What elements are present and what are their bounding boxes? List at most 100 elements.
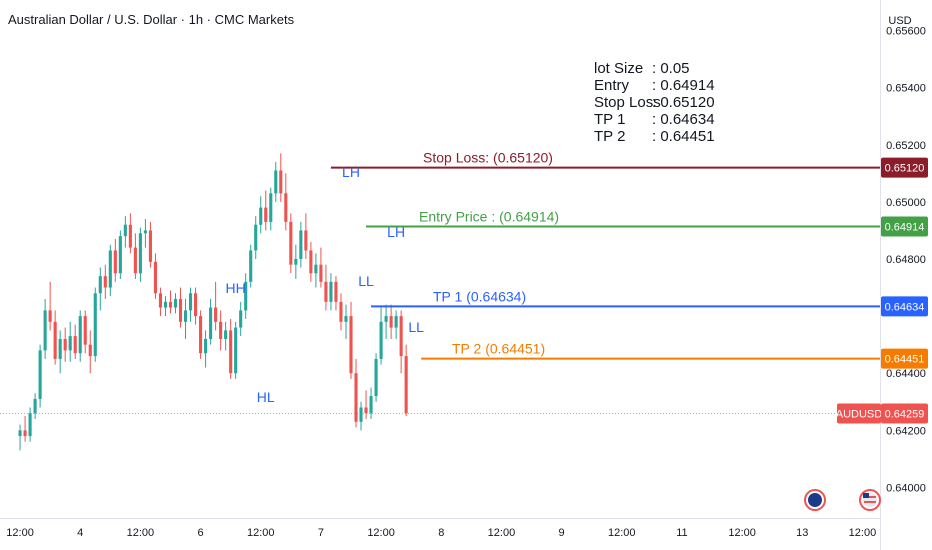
tp1-label: TP 1 (0.64634) <box>433 288 526 304</box>
candle <box>38 344 42 408</box>
swing-label: LH <box>342 164 360 180</box>
candle-body <box>133 247 137 274</box>
candle <box>88 330 92 374</box>
candle-body <box>344 316 348 322</box>
info-label: Entry <box>594 77 630 94</box>
candle-body <box>319 264 323 282</box>
candle <box>204 330 208 368</box>
candle <box>53 310 57 365</box>
candle <box>329 273 333 311</box>
candle-body <box>224 330 228 339</box>
australia-flag-icon <box>804 489 826 511</box>
candle-body <box>284 193 288 222</box>
candle-body <box>394 316 398 328</box>
swing-label: LL <box>408 319 424 335</box>
candle <box>344 304 348 339</box>
candle <box>369 387 373 419</box>
candle <box>234 321 238 379</box>
candle <box>58 330 62 374</box>
candle <box>43 298 47 359</box>
candle <box>394 310 398 339</box>
candle-body <box>23 430 27 437</box>
candle-body <box>309 250 313 274</box>
candle-body <box>43 310 47 351</box>
candle-body <box>374 358 378 397</box>
info-label: TP 2 <box>594 128 626 145</box>
candle <box>224 321 228 351</box>
candle-body <box>88 344 92 357</box>
tp2-price-text: 0.64451 <box>885 354 925 366</box>
candle-body <box>38 350 42 399</box>
candle <box>284 173 288 231</box>
x-tick-label: 11 <box>676 527 687 539</box>
x-tick-label: 12:00 <box>247 527 275 539</box>
info-row: TP 2: 0.64451 <box>594 128 715 145</box>
candle <box>194 287 198 325</box>
info-label: lot Size <box>594 60 644 77</box>
candle <box>183 298 188 339</box>
candle <box>143 219 147 248</box>
info-label: Stop Loss <box>594 94 661 111</box>
candle <box>274 161 278 202</box>
candle <box>138 227 142 282</box>
candle <box>118 230 122 279</box>
candle <box>354 358 358 428</box>
x-tick-label: 7 <box>318 527 324 539</box>
candle <box>364 390 368 419</box>
candle <box>78 310 82 362</box>
candle <box>264 190 268 231</box>
candle <box>339 293 343 331</box>
candle <box>374 353 378 402</box>
candle-body <box>404 356 408 414</box>
candle-body <box>219 321 223 339</box>
candle <box>113 239 117 282</box>
x-tick-label: 6 <box>198 527 204 539</box>
candle-body <box>173 298 178 308</box>
tp2-price-badge <box>881 348 928 369</box>
candle <box>103 264 107 299</box>
candle-body <box>369 396 373 414</box>
candle <box>239 301 243 337</box>
candle <box>18 424 22 451</box>
flag-canton <box>863 493 869 498</box>
candle <box>379 307 383 365</box>
tp1-price-badge <box>881 296 928 317</box>
candle <box>304 213 308 259</box>
y-tick-label: 0.64000 <box>886 482 926 494</box>
candle <box>173 293 178 314</box>
candle-body <box>289 221 293 265</box>
candle-body <box>188 293 193 311</box>
y-tick-label: 0.64200 <box>886 425 926 437</box>
candle-body <box>103 276 107 288</box>
candle-body <box>234 327 238 374</box>
info-value: : 0.05 <box>652 60 690 77</box>
candle-body <box>299 230 303 259</box>
last-price-text: 0.64259 <box>885 408 925 420</box>
candle-body <box>143 230 147 234</box>
candle <box>168 290 173 314</box>
y-tick-label: 0.64400 <box>886 368 926 380</box>
x-tick-label: 12:00 <box>849 527 877 539</box>
candle-body <box>349 316 353 374</box>
y-tick-label: 0.64800 <box>886 254 926 266</box>
tp1-price-text: 0.64634 <box>885 301 925 313</box>
candle-body <box>98 276 102 294</box>
candle-body <box>264 207 268 222</box>
candle <box>48 281 52 331</box>
candle <box>404 344 408 417</box>
y-tick-label: 0.65000 <box>886 197 926 209</box>
candle-body <box>269 193 273 222</box>
candle <box>259 196 263 234</box>
candle-body <box>93 293 97 357</box>
candle-body <box>108 250 112 288</box>
stop_loss-label: Stop Loss: (0.65120) <box>423 150 553 166</box>
candle <box>63 327 67 362</box>
candle <box>128 213 132 254</box>
tp2-label: TP 2 (0.64451) <box>452 341 545 357</box>
x-tick-label: 12:00 <box>608 527 636 539</box>
chart-title: Australian Dollar / U.S. Dollar · 1h · C… <box>8 12 295 27</box>
candle <box>133 233 137 279</box>
candle-body <box>364 407 368 414</box>
candle <box>98 267 102 311</box>
